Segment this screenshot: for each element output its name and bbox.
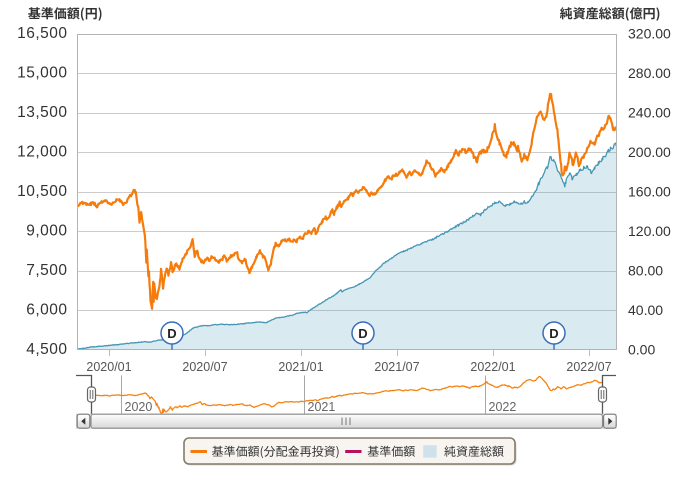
svg-text:12,000: 12,000 <box>17 143 67 160</box>
svg-text:280.00: 280.00 <box>628 65 671 81</box>
svg-text:15,000: 15,000 <box>17 64 67 81</box>
svg-text:2022/07: 2022/07 <box>566 360 611 374</box>
svg-text:D: D <box>167 326 176 341</box>
svg-text:6,000: 6,000 <box>26 301 67 318</box>
svg-text:13,500: 13,500 <box>17 104 67 121</box>
svg-text:10,500: 10,500 <box>17 183 67 200</box>
svg-text:160.00: 160.00 <box>628 184 671 200</box>
svg-text:2022: 2022 <box>489 400 517 414</box>
svg-text:2020/01: 2020/01 <box>86 360 131 374</box>
svg-text:320.00: 320.00 <box>628 26 671 42</box>
svg-text:80.00: 80.00 <box>628 263 663 279</box>
svg-text:9,000: 9,000 <box>26 222 67 239</box>
svg-text:7,500: 7,500 <box>26 262 67 279</box>
svg-text:240.00: 240.00 <box>628 105 671 121</box>
svg-text:2020: 2020 <box>125 400 153 414</box>
svg-text:4,500: 4,500 <box>26 341 67 358</box>
svg-text:120.00: 120.00 <box>628 223 671 239</box>
svg-text:16,500: 16,500 <box>17 25 67 42</box>
svg-text:D: D <box>358 326 367 341</box>
svg-text:2021/01: 2021/01 <box>278 360 323 374</box>
svg-text:0.00: 0.00 <box>628 342 655 358</box>
svg-text:D: D <box>549 326 558 341</box>
svg-text:2021/07: 2021/07 <box>374 360 419 374</box>
svg-text:2021: 2021 <box>308 400 336 414</box>
svg-text:200.00: 200.00 <box>628 144 671 160</box>
svg-text:2020/07: 2020/07 <box>182 360 227 374</box>
svg-text:2022/01: 2022/01 <box>470 360 515 374</box>
svg-text:40.00: 40.00 <box>628 302 663 318</box>
